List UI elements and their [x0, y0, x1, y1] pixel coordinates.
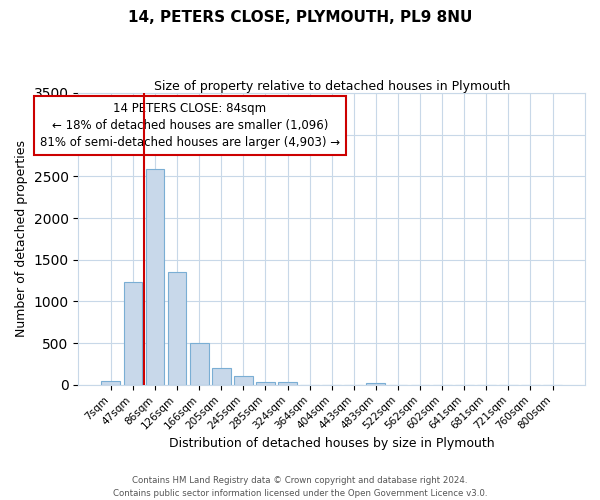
Bar	[256, 382, 275, 385]
Bar	[146, 169, 164, 385]
Bar	[190, 343, 209, 385]
Bar	[124, 282, 142, 385]
Bar	[234, 376, 253, 385]
X-axis label: Distribution of detached houses by size in Plymouth: Distribution of detached houses by size …	[169, 437, 494, 450]
Bar	[101, 380, 120, 385]
Text: Contains HM Land Registry data © Crown copyright and database right 2024.
Contai: Contains HM Land Registry data © Crown c…	[113, 476, 487, 498]
Text: 14 PETERS CLOSE: 84sqm
← 18% of detached houses are smaller (1,096)
81% of semi-: 14 PETERS CLOSE: 84sqm ← 18% of detached…	[40, 102, 340, 149]
Bar	[278, 382, 297, 385]
Bar	[367, 383, 385, 385]
Y-axis label: Number of detached properties: Number of detached properties	[15, 140, 28, 338]
Title: Size of property relative to detached houses in Plymouth: Size of property relative to detached ho…	[154, 80, 510, 93]
Bar	[212, 368, 230, 385]
Bar	[167, 272, 187, 385]
Text: 14, PETERS CLOSE, PLYMOUTH, PL9 8NU: 14, PETERS CLOSE, PLYMOUTH, PL9 8NU	[128, 10, 472, 25]
